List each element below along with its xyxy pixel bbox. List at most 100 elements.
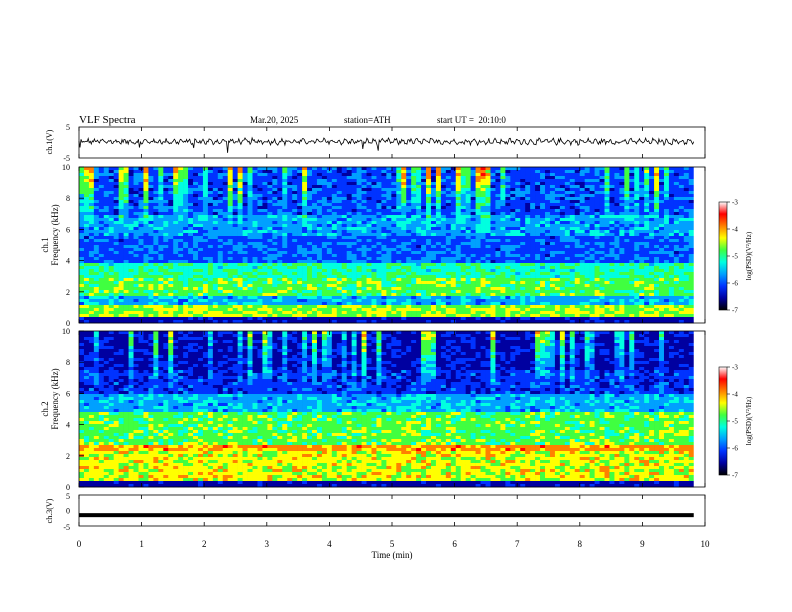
spectrogram-cell [351,230,357,234]
spectrogram-cell [540,182,546,186]
spectrogram-cell [193,239,199,243]
spectrogram-cell [644,206,650,210]
spectrogram-cell [98,254,105,258]
spectrogram-cell [193,209,199,213]
spectrogram-cell [683,206,690,210]
spectrogram-cell [525,215,531,219]
spectrogram-cell [649,230,655,234]
spectrogram-cell [574,284,581,288]
spectrogram-cell [297,182,303,186]
spectrogram-cell [485,218,491,222]
spectrogram-cell [252,230,258,234]
spectrogram-cell [351,227,357,231]
spectrogram-cell [624,182,630,186]
spectrogram-cell [133,185,139,189]
spectrogram-cell [629,218,635,222]
spectrogram-cell [391,278,397,282]
spectrogram-cell [272,263,278,267]
spectrogram-cell [108,230,115,234]
spectrogram-cell [495,200,501,204]
spectrogram-cell [79,212,85,216]
spectrogram-cell [416,245,422,249]
spectrogram-cell [574,194,581,198]
spectrogram-cell [158,233,164,237]
spectrogram-cell [138,182,144,186]
spectrogram-cell [158,242,164,246]
spectrogram-cell [391,176,397,180]
spectrogram-cell [614,182,620,186]
spectrogram-cell [366,251,372,255]
spectrogram-cell [307,218,313,222]
spectrogram-cell [629,173,635,177]
spectrogram-cell [659,173,665,177]
spectrogram-cell [391,185,397,189]
spectrogram-cell [292,266,298,270]
spectrogram-cell [312,212,318,216]
spectrogram-cell [282,230,288,234]
spectrogram-cell [663,251,670,255]
spectrogram-cell [673,212,680,216]
spectrogram-cell [252,182,258,186]
spectrogram-cell [445,242,452,246]
spectrogram-cell [312,176,318,180]
spectrogram-cell [430,230,437,234]
spectrogram-cell [297,245,303,249]
spectrogram-cell [133,179,139,183]
spectrogram-cell [178,212,184,216]
spectrogram-cell [123,287,129,291]
spectrogram-cell [510,269,516,273]
spectrogram-cell [153,227,159,231]
spectrogram-cell [83,254,90,258]
spectrogram-cell [589,176,595,180]
spectrogram-cell [445,239,452,243]
spectrogram-cell [312,263,318,267]
spectrogram-cell [525,200,531,204]
spectrogram-cell [460,206,466,210]
spectrogram-cell [93,173,100,177]
spectrogram-cell [381,197,387,201]
spectrogram-cell [505,212,511,216]
spectrogram-cell [445,284,452,288]
spectrogram-cell [510,218,516,222]
spectrogram-cell [371,278,377,282]
spectrogram-cell [485,209,491,213]
spectrogram-cell [520,269,526,273]
spectrogram-cell [331,182,338,186]
spectrogram-cell [227,173,233,177]
spectrogram-cell [371,227,377,231]
spectrogram-cell [500,251,506,255]
spectrogram-cell [678,170,685,174]
spectrogram-cell [649,176,655,180]
spectrogram-cell [237,239,243,243]
spectrogram-cell [217,176,224,180]
spectrogram-cell [515,278,521,282]
spectrogram-cell [351,188,357,192]
spectrogram-cell [416,170,422,174]
spectrogram-cell [282,278,288,282]
spectrogram-cell [232,170,238,174]
spectrogram-cell [267,236,273,240]
spectrogram-cell [485,182,491,186]
spectrogram-cell [232,236,238,240]
spectrogram-cell [515,251,521,255]
spectrogram-cell [326,197,333,201]
spectrogram-cell [287,239,293,243]
spectrogram-cell [624,260,630,264]
spectrogram-cell [455,248,462,252]
spectrogram-cell [396,182,402,186]
spectrogram-cell [545,278,551,282]
spectrogram-cell [644,227,650,231]
spectrogram-cell [113,197,119,201]
spectrogram-cell [659,203,665,207]
spectrogram-cell [79,248,85,252]
spectrogram-cell [83,242,90,246]
spectrogram-cell [232,254,238,258]
spectrogram-cell [619,227,625,231]
spectrogram-cell [366,194,372,198]
spectrogram-cell [237,227,243,231]
spectrogram-cell [530,218,536,222]
spectrogram-cell [207,242,214,246]
spectrogram-cell [668,254,675,258]
spectrogram-cell [455,245,462,249]
spectrogram-cell [188,170,194,174]
